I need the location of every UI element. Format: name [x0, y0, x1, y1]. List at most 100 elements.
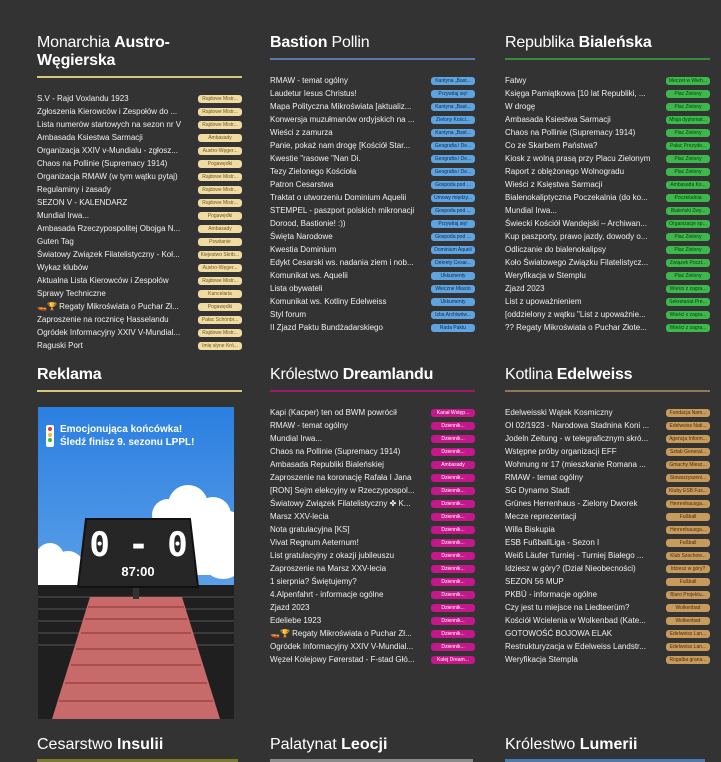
subforum-tag[interactable]: Biuro Projektu... — [666, 590, 710, 599]
subforum-tag[interactable]: Ambasada Ks... — [666, 180, 710, 189]
thread-title-link[interactable]: S.V - Rajd Voxlandu 1923 — [37, 94, 129, 103]
subforum-tag[interactable]: Dziennik... — [431, 538, 475, 547]
subforum-tag[interactable]: Pałac Prezyde... — [666, 141, 710, 150]
subforum-tag[interactable]: Geografia i De... — [431, 154, 475, 163]
subforum-tag[interactable]: Dziennik... — [431, 447, 475, 456]
subforum-tag[interactable]: Dziennik... — [431, 434, 475, 443]
subforum-tag[interactable]: Dziennik... — [431, 603, 475, 612]
thread-title-link[interactable]: Vivat Regnum Aeternum! — [270, 538, 359, 547]
thread-title-link[interactable]: Nota gratulacyjna [KS] — [270, 525, 350, 534]
subforum-tag[interactable]: Plac Zielony — [666, 232, 710, 241]
thread-title-link[interactable]: Grünes Herrenhaus - Zielony Dworek — [505, 499, 638, 508]
subforum-tag[interactable]: Kantyna „Bast... — [431, 102, 475, 111]
subforum-tag[interactable]: Ambasady — [198, 133, 242, 142]
advertisement-banner[interactable]: Emocjonująca końcówka! Śledź finisz 9. s… — [38, 407, 234, 719]
thread-title-link[interactable]: Ogródek Informacyjny XXIV V-Mundial... — [270, 642, 414, 651]
subforum-tag[interactable]: Geografia i De... — [431, 167, 475, 176]
thread-title-link[interactable]: Światowy Związek Filatelistyczny ✤ K... — [270, 499, 411, 508]
subforum-tag[interactable]: Dziennik... — [431, 486, 475, 495]
thread-title-link[interactable]: Marsz XXV-lecia — [270, 512, 329, 521]
thread-title-link[interactable]: Raguski Port — [37, 341, 83, 350]
subforum-tag[interactable]: Kiejestwo Skrib... — [197, 250, 242, 259]
thread-title-link[interactable]: Świecki Kościół Wandejski – Archiwan... — [505, 219, 647, 228]
thread-title-link[interactable]: Styl forum — [270, 310, 307, 319]
subforum-tag[interactable]: Przywitaj się! — [431, 89, 475, 98]
thread-title-link[interactable]: Mundial Irwa... — [505, 206, 558, 215]
forum-title[interactable]: Monarchia Austro-Węgierska — [37, 34, 242, 78]
subforum-tag[interactable]: Kolej Dream... — [431, 655, 475, 664]
thread-title-link[interactable]: Ambasada Ksiestwa Sarmacji — [505, 115, 611, 124]
subforum-tag[interactable]: Gospoda pod ... — [431, 206, 475, 215]
thread-title-link[interactable]: Weryfikacja w Stemplu — [505, 271, 586, 280]
thread-title-link[interactable]: Kościół Wcielenia w Wolkenbad (Kate... — [505, 616, 646, 625]
subforum-tag[interactable]: Dziennik... — [431, 590, 475, 599]
subforum-tag[interactable]: Plac Zielony — [666, 167, 710, 176]
subforum-tag[interactable]: Edelweiss Nati... — [666, 421, 710, 430]
subforum-tag[interactable]: Rajdowe Mistr... — [198, 198, 242, 207]
forum-title-lumerii[interactable]: Królestwo Lumerii — [505, 736, 705, 762]
thread-title-link[interactable]: Mundial Irwa... — [37, 211, 90, 220]
thread-title-link[interactable]: Mundial Irwa... — [270, 434, 323, 443]
subforum-tag[interactable]: Ambasady — [431, 460, 475, 469]
thread-title-link[interactable]: RMAW - temat ogólny — [270, 76, 348, 85]
subforum-tag[interactable]: Związek Poczt... — [666, 258, 710, 267]
thread-title-link[interactable]: Regulaminy i zasady — [37, 185, 111, 194]
subforum-tag[interactable]: Dekrety Cesar... — [431, 258, 475, 267]
forum-title[interactable]: Królestwo Dreamlandu — [270, 366, 475, 392]
thread-title-link[interactable]: W drogę — [505, 102, 536, 111]
subforum-tag[interactable]: Rajdowe Mistr... — [198, 120, 242, 129]
subforum-tag[interactable]: Wolkenbad — [666, 616, 710, 625]
thread-title-link[interactable]: Zgłoszenia Kierowców i Zespołów do ... — [37, 107, 178, 116]
subforum-tag[interactable]: Edelweiss Lan... — [666, 629, 710, 638]
subforum-tag[interactable]: Pogawędki — [198, 211, 242, 220]
subforum-tag[interactable]: Dziennik... — [431, 577, 475, 586]
thread-title-link[interactable]: Wieści z Księstwa Sarmacji — [505, 180, 603, 189]
subforum-tag[interactable]: Poczekalnia — [666, 193, 710, 202]
thread-title-link[interactable]: Węzeł Kolejowy Førerstad - F-stad Głó... — [270, 655, 415, 664]
thread-title-link[interactable]: Guten Tag — [37, 237, 74, 246]
subforum-tag[interactable]: Wieczne Miasto — [431, 284, 475, 293]
subforum-tag[interactable]: Imię słyne Kró... — [198, 341, 242, 350]
thread-title-link[interactable]: Wieści z zamurza — [270, 128, 333, 137]
thread-title-link[interactable]: Fatwy — [505, 76, 527, 85]
subforum-tag[interactable]: Idziesz w góry? — [666, 564, 710, 573]
thread-title-link[interactable]: Mapa Polityczna Mikroświata [aktualiz... — [270, 102, 412, 111]
subforum-tag[interactable]: Przywitaj się! — [431, 219, 475, 228]
subforum-tag[interactable]: Plac Zielony — [666, 245, 710, 254]
thread-title-link[interactable]: Kup paszporty, prawo jazdy, dowody o... — [505, 232, 648, 241]
subforum-tag[interactable]: Fußball — [666, 577, 710, 586]
thread-title-link[interactable]: Wohnung nr 17 (mieszkanie Romana ... — [505, 460, 646, 469]
thread-title-link[interactable]: Lista obywateli — [270, 284, 323, 293]
thread-title-link[interactable]: Ogródek Informacyjny XXIV V-Mundial... — [37, 328, 181, 337]
thread-title-link[interactable]: Koło Światowego Związku Filatelistycz... — [505, 258, 649, 267]
thread-title-link[interactable]: Laudetur Iesus Christus! — [270, 89, 357, 98]
thread-title-link[interactable]: Kapi (Kacper) ten od BWM powrócił — [270, 408, 397, 417]
thread-title-link[interactable]: Zjazd 2023 — [270, 603, 310, 612]
subforum-tag[interactable]: Wieści z zagra... — [666, 323, 710, 332]
thread-title-link[interactable]: Święta Narodowe — [270, 232, 333, 241]
thread-title-link[interactable]: Chaos na Pollinie (Supremacy 1914) — [505, 128, 636, 137]
thread-title-link[interactable]: Chaos na Pollinie (Supremacy 1914) — [270, 447, 401, 456]
thread-title-link[interactable]: Światowy Związek Filatelistyczny - Koł..… — [37, 250, 180, 259]
thread-title-link[interactable]: Konwersja muzułmanów ordyjskich na ... — [270, 115, 415, 124]
thread-title-link[interactable]: 1 sierpnia? Świętujemy? — [270, 577, 357, 586]
thread-title-link[interactable]: Lista numerów startowych na sezon nr V — [37, 120, 182, 129]
thread-title-link[interactable]: Ambasada Republiki Bialeńskiej — [270, 460, 384, 469]
subforum-tag[interactable]: Pogawędki — [198, 302, 242, 311]
thread-title-link[interactable]: Zaproszenie na Marsz XXV-lecia — [270, 564, 387, 573]
subforum-tag[interactable]: Kluby ESB Fus... — [666, 486, 710, 495]
subforum-tag[interactable]: Ukkumenty — [431, 297, 475, 306]
thread-title-link[interactable]: List gratulacyjny z okazji jubileuszu — [270, 551, 395, 560]
subforum-tag[interactable]: Meczet w Wieh... — [665, 76, 710, 85]
subforum-tag[interactable]: Rajdowe Mistr... — [198, 94, 242, 103]
subforum-tag[interactable]: Dziennik... — [431, 629, 475, 638]
thread-title-link[interactable]: SG Dynamo Stadt — [505, 486, 570, 495]
subforum-tag[interactable]: Dziennik... — [431, 512, 475, 521]
thread-title-link[interactable]: Kiosk z wolną prasą przy Placu Zielonym — [505, 154, 651, 163]
thread-title-link[interactable]: SEZON V - KALENDARZ — [37, 198, 128, 207]
subforum-tag[interactable]: Gmachy Miesz... — [666, 460, 710, 469]
thread-title-link[interactable]: Co ze Skarbem Państwa? — [505, 141, 598, 150]
thread-title-link[interactable]: GOTOWOŚĆ BOJOWA ELAK — [505, 629, 613, 638]
subforum-tag[interactable]: Agencja Inform... — [666, 434, 710, 443]
subforum-tag[interactable]: Umowy między... — [431, 193, 475, 202]
